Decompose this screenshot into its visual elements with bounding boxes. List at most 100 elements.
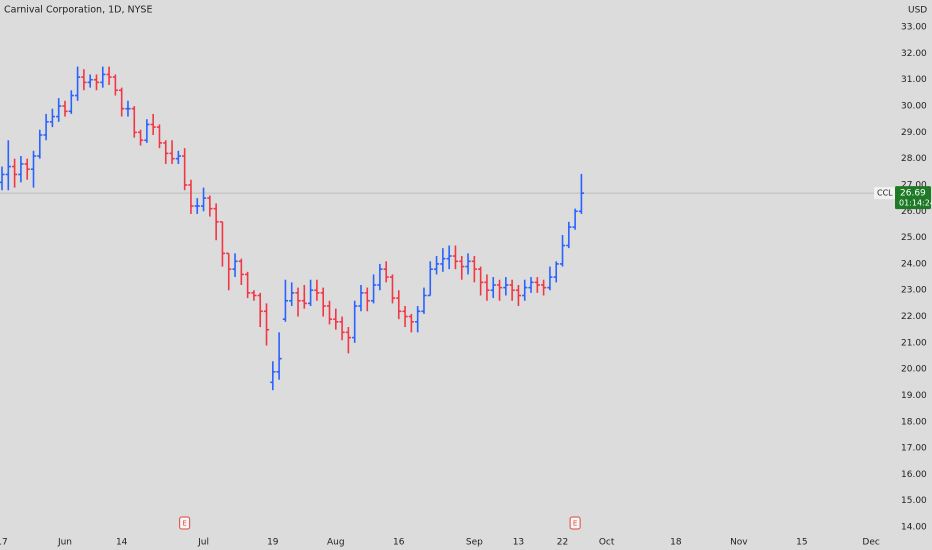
y-tick-label: 20.00 <box>901 365 927 375</box>
ohlc-bar <box>547 266 553 291</box>
ohlc-bar <box>490 277 496 299</box>
ohlc-bar <box>5 140 11 191</box>
ohlc-bar <box>207 195 213 217</box>
ohlc-bar <box>402 306 408 328</box>
ohlc-bar <box>68 90 74 114</box>
ohlc-bar <box>12 158 18 188</box>
x-tick-label: Nov <box>730 538 748 548</box>
ohlc-bar <box>93 74 100 91</box>
ohlc-bar <box>572 208 578 230</box>
ohlc-bar <box>339 316 345 341</box>
ohlc-bar <box>100 66 106 88</box>
x-tick-label: Dec <box>862 538 879 548</box>
ohlc-bar <box>471 256 477 283</box>
ohlc-bar <box>219 221 226 267</box>
ohlc-bar <box>509 279 515 301</box>
ohlc-bar <box>446 245 452 270</box>
ohlc-bar <box>326 300 333 325</box>
x-tick-label: 17 <box>0 538 8 548</box>
ohlc-bar <box>74 66 81 101</box>
y-tick-label: 26.00 <box>901 207 927 217</box>
y-tick-label: 15.00 <box>901 496 927 506</box>
x-tick-label: Sep <box>466 538 483 548</box>
symbol-tag <box>874 187 895 200</box>
y-tick-label: 30.00 <box>901 102 927 112</box>
ohlc-bar <box>232 253 238 278</box>
ohlc-bar <box>370 274 377 304</box>
y-tick-label: 23.00 <box>901 286 927 296</box>
y-tick-label: 27.00 <box>901 180 927 190</box>
x-tick-label: 15 <box>796 538 807 548</box>
ohlc-bar <box>226 252 232 291</box>
ohlc-bar <box>81 69 87 91</box>
x-tick-label: 18 <box>670 538 682 548</box>
ohlc-bar <box>484 274 490 301</box>
ohlc-bar <box>358 284 364 312</box>
ohlc-bar <box>194 198 200 214</box>
x-tick-label: 19 <box>267 538 279 548</box>
ohlc-bar <box>137 129 144 146</box>
price-tag <box>895 186 931 210</box>
ohlc-bar <box>200 187 207 212</box>
ohlc-bar <box>440 248 446 272</box>
ohlc-bar <box>320 287 326 317</box>
x-tick-label: Jul <box>197 538 209 548</box>
ohlc-bar <box>56 98 62 122</box>
ohlc-bar <box>553 261 559 283</box>
ohlc-bar <box>559 234 566 267</box>
y-tick-label: 24.00 <box>901 259 927 269</box>
y-tick-label: 21.00 <box>901 338 927 348</box>
ohlc-bar <box>49 108 55 128</box>
earnings-marker <box>569 516 581 530</box>
ohlc-bar <box>459 256 465 280</box>
ohlc-bar <box>289 282 295 307</box>
x-tick-label: 13 <box>513 538 524 548</box>
ohlc-bar <box>478 266 484 296</box>
ohlc-bar <box>37 129 43 159</box>
ohlc-bar <box>515 284 522 307</box>
ohlc-bar <box>169 140 175 164</box>
ohlc-bar <box>566 221 572 249</box>
x-tick-label: Oct <box>599 538 615 548</box>
earnings-label: E <box>182 520 186 528</box>
countdown-label: 01:14:24 <box>899 199 932 208</box>
ohlc-bar <box>0 166 5 191</box>
ohlc-bar <box>62 100 68 117</box>
ohlc-bar <box>263 303 270 346</box>
ohlc-bar <box>496 279 503 301</box>
ohlc-bar <box>144 119 150 143</box>
ohlc-bar <box>534 277 540 293</box>
y-tick-label: 16.00 <box>901 470 927 480</box>
y-tick-label: 32.00 <box>901 49 927 59</box>
earnings-marker <box>179 516 191 530</box>
ohlc-bar <box>352 300 358 343</box>
ohlc-bar <box>175 150 181 164</box>
ohlc-bar <box>30 150 37 188</box>
symbol-label: CCL <box>877 189 893 198</box>
ohlc-bar <box>245 271 251 299</box>
ohlc-bar <box>43 113 49 141</box>
ohlc-bar <box>578 173 585 214</box>
ohlc-bar <box>238 258 244 285</box>
ohlc-bar <box>106 66 112 85</box>
ohlc-bar <box>522 279 528 301</box>
ohlc-bar <box>433 256 440 275</box>
ohlc-bar <box>415 306 421 333</box>
ohlc-bar <box>528 277 534 293</box>
ohlc-bar <box>389 274 396 304</box>
ohlc-bar <box>156 124 163 149</box>
ohlc-bar <box>150 113 156 135</box>
ohlc-bar <box>427 261 433 297</box>
ohlc-bar <box>251 290 257 301</box>
x-tick-label: Jun <box>57 538 72 548</box>
ohlc-bar <box>270 361 276 391</box>
y-tick-label: 28.00 <box>901 154 927 164</box>
ohlc-bar <box>314 279 320 301</box>
ohlc-bar <box>282 279 289 322</box>
ohlc-bar <box>182 148 188 191</box>
ohlc-bar <box>87 74 93 88</box>
ohlc-bar <box>396 290 402 320</box>
y-tick-label: 18.00 <box>901 417 927 427</box>
